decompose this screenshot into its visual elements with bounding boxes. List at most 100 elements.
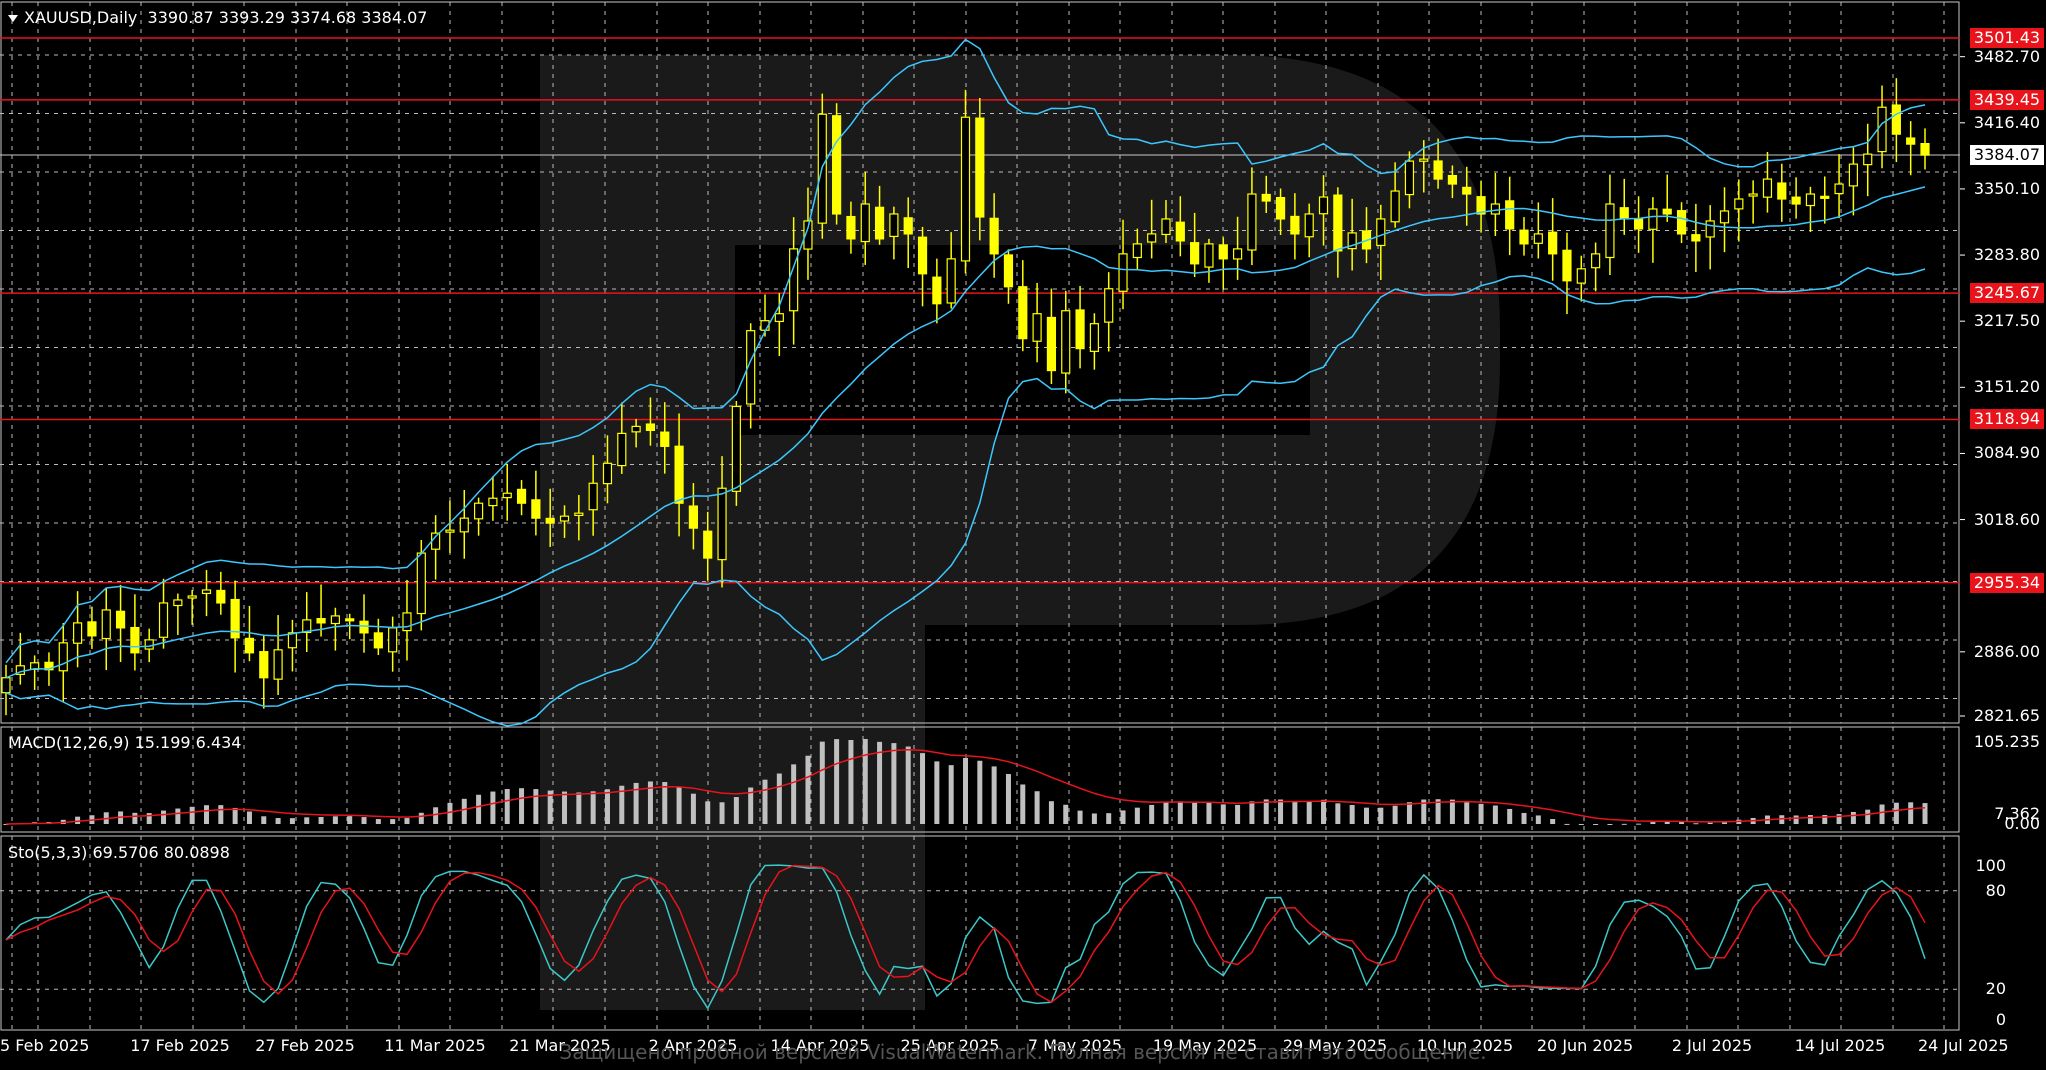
panel-frame-2	[0, 835, 1960, 1031]
macd-bar	[161, 810, 167, 824]
candle-body	[445, 529, 455, 533]
candle-body	[201, 589, 212, 595]
date-label: 11 Mar 2025	[384, 1036, 486, 1055]
header-triangle-icon[interactable]	[8, 15, 18, 22]
date-label: 27 Feb 2025	[255, 1036, 355, 1055]
macd-bar	[1034, 791, 1040, 824]
macd-bar	[1807, 815, 1813, 824]
macd-tick-label: 105.235	[1973, 732, 2040, 751]
macd-bar	[189, 806, 195, 824]
macd-bar	[347, 816, 353, 824]
macd-bar	[963, 758, 968, 824]
candle-body	[874, 206, 885, 240]
price-tick-label: 3283.80	[1973, 245, 2040, 265]
macd-bar	[705, 801, 711, 824]
date-label: 24 Jul 2025	[1918, 1036, 2009, 1055]
macd-bar	[619, 785, 625, 824]
candle-body	[531, 499, 541, 519]
macd-bar	[1693, 823, 1699, 825]
candle-body	[1906, 137, 1916, 145]
candle-body	[1290, 215, 1300, 235]
macd-bar	[1521, 812, 1527, 824]
price-tick-label: 3217.50	[1973, 311, 2040, 331]
macd-bar	[375, 819, 381, 824]
macd-bar	[977, 760, 983, 824]
sto-tick-label: 20	[1985, 979, 2006, 999]
macd-bar	[862, 739, 868, 824]
bollinger-upper	[5, 38, 1926, 664]
level-badge: 3439.45	[1970, 89, 2044, 110]
macd-bar	[275, 818, 281, 824]
candle-body	[287, 632, 298, 649]
candle-body	[58, 642, 68, 672]
level-badge: 3501.43	[1970, 28, 2044, 48]
candle-body	[832, 115, 842, 215]
candle-body	[1318, 196, 1329, 215]
candle-body	[459, 517, 469, 533]
macd-bar	[1722, 821, 1728, 824]
date-label: 10 Jun 2025	[1416, 1036, 1514, 1055]
candle-body	[259, 651, 269, 679]
macd-bar	[1048, 801, 1054, 824]
macd-bar	[1063, 804, 1069, 824]
candle-body	[416, 552, 426, 615]
candle-body	[402, 612, 412, 632]
date-label: 19 May 2025	[1152, 1036, 1258, 1055]
candle-body	[158, 602, 169, 638]
macd-bar	[1607, 824, 1613, 825]
candle-body	[559, 515, 570, 522]
date-label: 25 Apr 2025	[900, 1036, 1000, 1055]
candle-body	[1920, 143, 1930, 156]
price-tick-label: 3018.60	[1973, 509, 2040, 529]
candle-body	[1218, 244, 1228, 260]
macd-bar	[819, 741, 825, 824]
macd-bar	[748, 787, 754, 824]
macd-bar	[447, 802, 453, 824]
macd-bar	[1020, 784, 1026, 824]
candle-body	[674, 445, 684, 504]
candle-body	[1161, 218, 1171, 236]
candle-body	[330, 615, 340, 625]
price-tick-label: 2886.00	[1973, 641, 2040, 661]
macd-bar	[920, 753, 926, 824]
macd-bar	[390, 819, 396, 824]
current-price-badge: 3384.07	[1970, 145, 2044, 166]
candle-body	[1304, 213, 1314, 238]
price-tick-label: 3084.90	[1973, 443, 2040, 463]
level-badge: 3118.94	[1970, 409, 2044, 430]
macd-bar	[332, 816, 338, 824]
macd-bar	[676, 787, 682, 824]
sto-k-line	[5, 864, 1926, 1010]
macd-bar	[1621, 823, 1627, 825]
date-label: 21 Mar 2025	[509, 1036, 611, 1055]
macd-bar	[1163, 801, 1169, 824]
macd-bar	[762, 779, 768, 824]
candle-body	[1061, 310, 1071, 374]
candle-body	[1, 677, 11, 694]
level-badge: 3245.67	[1970, 283, 2044, 304]
candle-body	[1462, 186, 1472, 195]
level-badge: 2955.34	[1970, 572, 2044, 593]
candle-body	[502, 492, 512, 499]
macd-bar	[1134, 807, 1140, 824]
candle-body	[345, 618, 355, 622]
panel-frame-1	[0, 726, 1960, 833]
candle-body	[1490, 203, 1500, 215]
bollinger-middle	[5, 186, 1926, 679]
macd-bar	[218, 805, 224, 824]
macd-bar	[1378, 807, 1384, 824]
candle-body	[1476, 196, 1486, 215]
chart-header: XAUUSD,Daily 3390.87 3393.29 3374.68 338…	[8, 8, 427, 27]
candle-body	[244, 637, 255, 654]
macd-bar	[877, 741, 883, 824]
macd-bar	[361, 817, 367, 824]
candle-body	[1748, 193, 1758, 197]
candle-body	[1633, 218, 1644, 230]
macd-bar	[490, 791, 496, 824]
candle-body	[101, 609, 111, 640]
candle-body	[1175, 221, 1185, 242]
macd-bar	[1836, 814, 1842, 824]
macd-bar	[1492, 805, 1498, 824]
candle-body	[15, 665, 25, 675]
